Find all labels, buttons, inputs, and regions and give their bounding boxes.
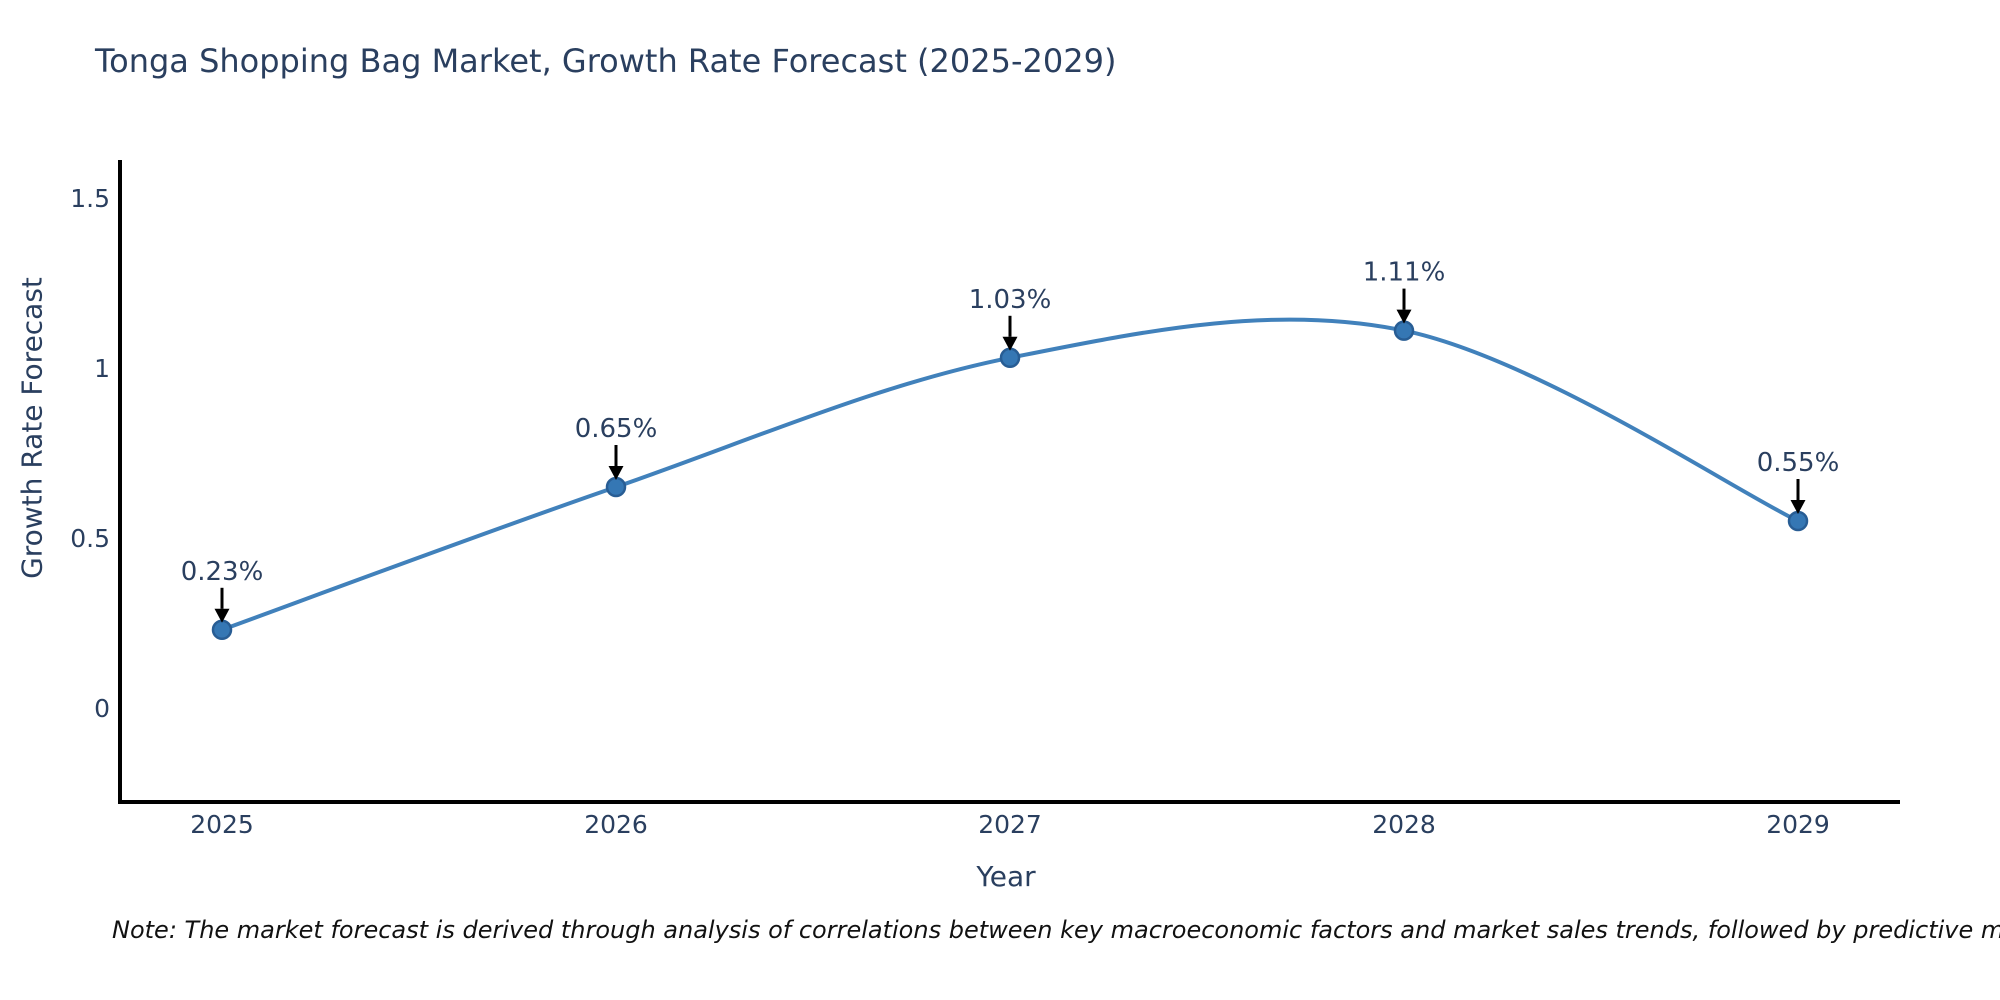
annotation-arrowhead-2028: [1396, 309, 1412, 324]
annotation-label-2029: 0.55%: [1757, 448, 1840, 478]
x-tick-label-2029: 2029: [1766, 810, 1830, 839]
data-point-2026[interactable]: [605, 476, 627, 498]
annotation-label-2027: 1.03%: [969, 285, 1052, 315]
x-tick-label-2025: 2025: [190, 810, 254, 839]
annotation-arrowhead-2025: [214, 608, 230, 623]
x-tick-label-2027: 2027: [978, 810, 1042, 839]
y-tick-label-1.5: 1.5: [70, 184, 110, 213]
x-tick-label-2026: 2026: [584, 810, 648, 839]
annotation-arrowhead-2029: [1790, 500, 1806, 514]
annotation-arrowhead-2027: [1002, 336, 1018, 351]
x-axis-title: Year: [976, 860, 1036, 893]
data-point-2027[interactable]: [999, 347, 1021, 369]
annotation-label-2028: 1.11%: [1363, 258, 1446, 288]
data-point-2028[interactable]: [1393, 320, 1415, 341]
y-tick-label-1: 1: [94, 354, 110, 383]
footnote-text: Note: The market forecast is derived thr…: [112, 916, 2000, 944]
x-tick-label-2028: 2028: [1372, 810, 1436, 839]
annotation-label-2026: 0.65%: [575, 414, 658, 444]
y-tick-label-0.5: 0.5: [70, 524, 110, 553]
annotation-label-2025: 0.23%: [181, 557, 264, 587]
y-tick-label-0: 0: [94, 694, 110, 723]
chart-title: Tonga Shopping Bag Market, Growth Rate F…: [95, 42, 1117, 80]
annotation-arrowhead-2026: [608, 466, 624, 480]
data-point-2029[interactable]: [1787, 510, 1809, 532]
data-point-2025[interactable]: [211, 619, 233, 641]
